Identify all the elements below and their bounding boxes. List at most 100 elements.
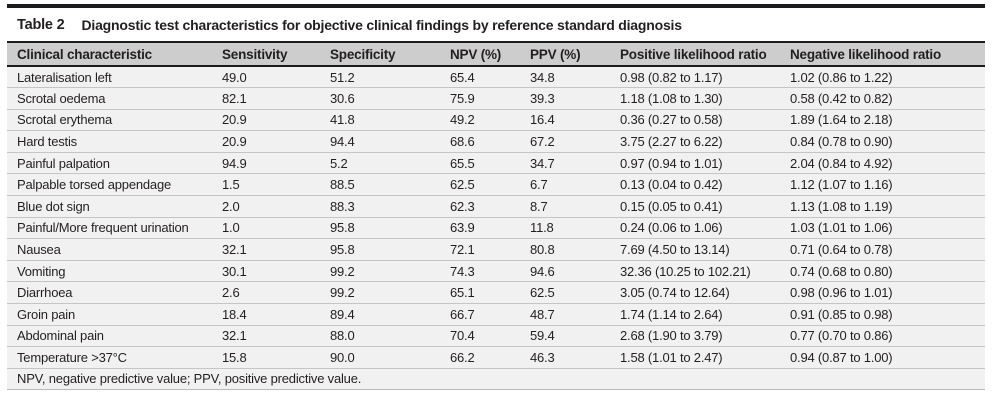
table-cell: 0.94 (0.87 to 1.00) [790,350,893,366]
table-cell: 1.74 (1.14 to 2.64) [620,306,723,322]
table-cell: 94.9 [222,155,247,171]
table-cell: 0.84 (0.78 to 0.90) [790,134,893,150]
table-row: Groin pain 18.4 89.4 66.7 48.7 1.74 (1.14 to … [7,303,985,326]
row-label: Painful palpation [17,155,110,171]
table-cell: 2.0 [222,198,240,214]
header-row: Clinical characteristic Sensitivity Specif… [7,42,985,66]
table-cell: 0.74 (0.68 to 0.80) [790,263,893,279]
table-cell: 2.68 (1.90 to 3.79) [620,328,723,344]
table-cell: 59.4 [530,328,555,344]
row-label: Palpable torsed appendage [17,177,172,193]
table-cell: 80.8 [530,242,555,258]
table-cell: 34.7 [530,155,555,171]
column-header: Sensitivity [222,46,288,62]
diagnostic-table: Clinical characteristic Sensitivity Specif… [7,41,985,390]
table-row: Nausea 32.1 95.8 72.1 80.8 7.69 (4.50 to 13.1… [7,238,985,261]
table-cell: 66.7 [450,306,475,322]
table-cell: 15.8 [222,350,247,366]
table-cell: 20.9 [222,134,247,150]
table-cell: 62.5 [450,177,475,193]
table-cell: 0.15 (0.05 to 0.41) [620,198,723,214]
paper-table: Table 2 Diagnostic test characteristics … [7,4,985,390]
table-cell: 72.1 [450,242,475,258]
table-row: Painful palpation 94.9 5.2 65.5 34.7 0.97 (0.… [7,152,985,174]
table-cell: 0.97 (0.94 to 1.01) [620,155,723,171]
table-cell: 94.6 [530,263,555,279]
table-row: Lateralisation left 49.0 51.2 65.4 34.8 0.98 … [7,66,985,88]
table-cell: 1.02 (0.86 to 1.22) [790,69,893,85]
table-cell: 65.5 [450,155,475,171]
table-cell: 0.13 (0.04 to 0.42) [620,177,723,193]
row-label: Blue dot sign [17,198,90,214]
table-cell: 46.3 [530,350,555,366]
table-cell: 34.8 [530,69,555,85]
table-caption: Diagnostic test characteristics for obje… [81,16,683,33]
table-cell: 62.3 [450,198,475,214]
table-row: Temperature >37°C 15.8 90.0 66.2 46.3 1.58 (1… [7,346,985,369]
row-label: Diarrhoea [17,285,73,301]
row-label: Scrotal oedema [17,90,106,106]
table-cell: 2.6 [222,285,240,301]
table-cell: 63.9 [450,220,475,236]
table-cell: 30.1 [222,263,247,279]
table-cell: 49.2 [450,112,475,128]
table-title-row: Table 2 Diagnostic test characteristics … [7,8,985,41]
table-cell: 0.91 (0.85 to 0.98) [790,306,893,322]
table-cell: 62.5 [530,285,555,301]
row-label: Vomiting [17,263,66,279]
table-cell: 32.1 [222,242,247,258]
table-cell: 0.71 (0.64 to 0.78) [790,242,893,258]
table-cell: 8.7 [530,198,548,214]
footnote-row: NPV, negative predictive value; PPV, pos… [7,368,985,390]
table-cell: 3.05 (0.74 to 12.64) [620,285,730,301]
table-row: Hard testis 20.9 94.4 68.6 67.2 3.75 (2.27 to… [7,130,985,153]
table-cell: 67.2 [530,134,555,150]
table-row: Palpable torsed appendage 1.5 88.5 62.5 6.7 0… [7,173,985,196]
table-cell: 1.18 (1.08 to 1.30) [620,90,723,106]
table-cell: 30.6 [330,90,355,106]
table-cell: 49.0 [222,69,247,85]
table-cell: 82.1 [222,90,247,106]
table-cell: 16.4 [530,112,555,128]
table-cell: 1.03 (1.01 to 1.06) [790,220,893,236]
table-cell: 75.9 [450,90,475,106]
table-cell: 99.2 [330,285,355,301]
column-header: NPV (%) [450,46,502,62]
table-cell: 51.2 [330,69,355,85]
column-header: Negative likelihood ratio [790,46,942,62]
table-cell: 32.1 [222,328,247,344]
table-cell: 95.8 [330,220,355,236]
table-cell: 99.2 [330,263,355,279]
table-row: Blue dot sign 2.0 88.3 62.3 8.7 0.15 (0.05 to… [7,195,985,218]
table-cell: 1.0 [222,220,240,236]
table-footnote: NPV, negative predictive value; PPV, pos… [17,371,362,387]
table-cell: 0.77 (0.70 to 0.86) [790,328,893,344]
row-label: Hard testis [17,134,77,150]
table-cell: 5.2 [330,155,348,171]
table-cell: 68.6 [450,134,475,150]
column-header: PPV (%) [530,46,581,62]
table-cell: 18.4 [222,306,247,322]
table-cell: 0.24 (0.06 to 1.06) [620,220,723,236]
row-label: Groin pain [17,306,75,322]
table-cell: 65.4 [450,69,475,85]
table-cell: 70.4 [450,328,475,344]
table-cell: 74.3 [450,263,475,279]
table-cell: 6.7 [530,177,548,193]
table-cell: 0.58 (0.42 to 0.82) [790,90,893,106]
table-cell: 94.4 [330,134,355,150]
table-cell: 41.8 [330,112,355,128]
table-cell: 88.0 [330,328,355,344]
table-label: Table 2 [17,16,65,33]
table-cell: 95.8 [330,242,355,258]
table-row: Scrotal erythema 20.9 41.8 49.2 16.4 0.36 (0.… [7,109,985,131]
table-cell: 88.3 [330,198,355,214]
table-cell: 0.98 (0.82 to 1.17) [620,69,723,85]
row-label: Painful/More frequent urination [17,220,189,236]
table-row: Vomiting 30.1 99.2 74.3 94.6 32.36 (10.25 to … [7,260,985,282]
table-cell: 7.69 (4.50 to 13.14) [620,242,730,258]
table-cell: 48.7 [530,306,555,322]
table-cell: 1.13 (1.08 to 1.19) [790,198,893,214]
column-header: Specificity [330,46,396,62]
table-cell: 1.89 (1.64 to 2.18) [790,112,893,128]
